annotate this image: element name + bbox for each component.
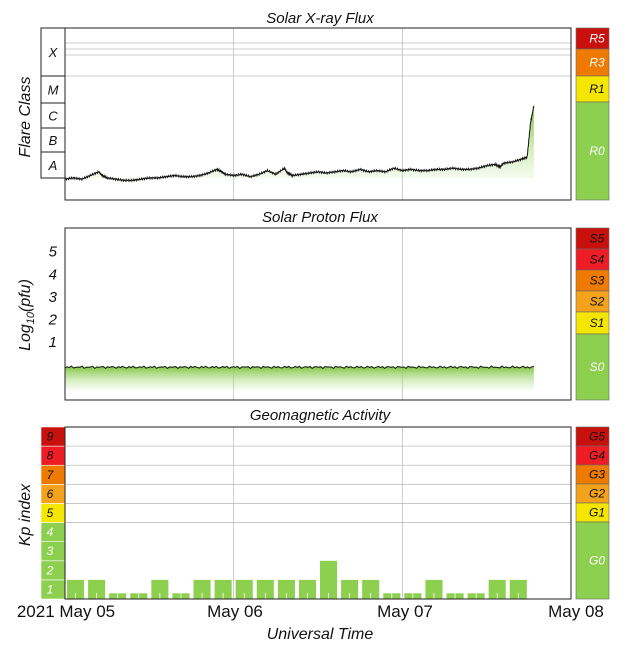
kp-bar — [235, 579, 253, 599]
kp-scale-label: 4 — [47, 525, 54, 539]
scale-label-s5: S5 — [590, 232, 605, 246]
xray-flux-area — [65, 105, 534, 182]
flare-class-label: A — [48, 158, 58, 173]
kp-scale-label: 3 — [47, 544, 54, 558]
xray-grid — [65, 28, 571, 200]
kp-bar — [509, 579, 527, 599]
kp-bar — [88, 579, 106, 599]
xray-plot-frame — [64, 27, 572, 201]
proton-flux-line — [64, 365, 534, 370]
x-axis-label: Universal Time — [267, 626, 374, 643]
kp-bar — [193, 579, 211, 599]
kp-bar — [362, 579, 380, 599]
kp-bar — [320, 560, 338, 599]
kp-scale-label: 5 — [47, 506, 54, 520]
scale-box-r0 — [575, 101, 610, 201]
flare-class-label: M — [48, 83, 59, 98]
proton-y-ticks: 1 2 3 4 5 — [48, 244, 58, 352]
x-tick-label: 2021 May 05 — [17, 602, 115, 621]
x-tick-label: May 08 — [548, 602, 604, 621]
scale-label-r3: R3 — [589, 56, 605, 70]
solar-radiation-scale: S5 S4 S3 S2 S1 S0 — [575, 227, 610, 401]
geomag-plot-frame — [64, 426, 572, 600]
time-axis-ticks: 2021 May 05 May 06 May 07 May 08 — [17, 602, 604, 621]
proton-ytick-label: 5 — [49, 244, 58, 261]
kp-scale-label: 6 — [47, 487, 54, 501]
proton-ytick-label: 4 — [49, 266, 57, 283]
proton-ytick-label: 3 — [49, 289, 58, 306]
kp-bar — [214, 579, 232, 599]
xray-flux-line — [64, 105, 535, 183]
scale-label-s4: S4 — [590, 253, 605, 267]
kp-bar — [151, 579, 169, 599]
scale-label-g5: G5 — [589, 430, 605, 444]
flare-class-box — [40, 27, 66, 77]
geomag-ylabel: Kp index — [17, 483, 34, 546]
kp-scale-label: 8 — [47, 449, 54, 463]
kp-bar — [277, 579, 295, 599]
proton-plot-frame — [64, 227, 572, 401]
kp-scale-label: 1 — [47, 582, 54, 596]
scale-label-g4: G4 — [589, 449, 605, 463]
scale-label-r0: R0 — [589, 144, 605, 158]
scale-label-r5: R5 — [589, 32, 605, 46]
proton-ylabel: Log10(pfu) — [17, 279, 37, 351]
x-tick-label: May 06 — [207, 602, 263, 621]
kp-scale-label: 2 — [46, 563, 54, 577]
kp-color-scale: 1 2 3 4 5 6 7 8 9 — [40, 426, 66, 600]
kp-bar — [256, 579, 274, 599]
scale-label-g1: G1 — [589, 506, 605, 520]
kp-bar — [488, 579, 506, 599]
proton-flux-area — [65, 366, 534, 390]
flare-class-label: X — [48, 45, 59, 60]
scale-label-s1: S1 — [590, 316, 605, 330]
proton-ytick-label: 1 — [49, 334, 57, 351]
x-tick-label: May 07 — [377, 602, 433, 621]
flare-class-box — [40, 151, 66, 179]
kp-bars — [67, 560, 527, 599]
scale-box-g0 — [575, 521, 610, 600]
kp-bar — [67, 579, 85, 599]
geomagnetic-storm-scale: G5 G4 G3 G2 G1 G0 — [575, 426, 610, 600]
xray-title: Solar X-ray Flux — [266, 10, 374, 27]
scale-label-s2: S2 — [590, 295, 605, 309]
geomag-title: Geomagnetic Activity — [250, 407, 392, 424]
scale-box-s0 — [575, 333, 610, 401]
scale-label-s0: S0 — [590, 360, 605, 374]
kp-scale-label: 7 — [47, 468, 55, 482]
scale-label-g0: G0 — [589, 554, 605, 568]
xray-ylabel: Flare Class — [17, 77, 34, 158]
kp-bar — [341, 579, 359, 599]
flare-class-label: B — [49, 133, 58, 148]
proton-title: Solar Proton Flux — [262, 209, 378, 226]
scale-label-g3: G3 — [589, 468, 605, 482]
kp-bar — [425, 579, 443, 599]
scale-label-s3: S3 — [590, 274, 605, 288]
radio-blackout-scale: R5 R3 R1 R0 — [575, 27, 610, 201]
scale-label-r1: R1 — [589, 82, 604, 96]
scale-label-g2: G2 — [589, 487, 605, 501]
geomag-grid — [65, 427, 571, 599]
kp-scale-label: 9 — [47, 430, 54, 444]
kp-bar — [298, 579, 316, 599]
flare-class-label: C — [48, 109, 58, 124]
proton-ytick-label: 2 — [48, 312, 58, 329]
